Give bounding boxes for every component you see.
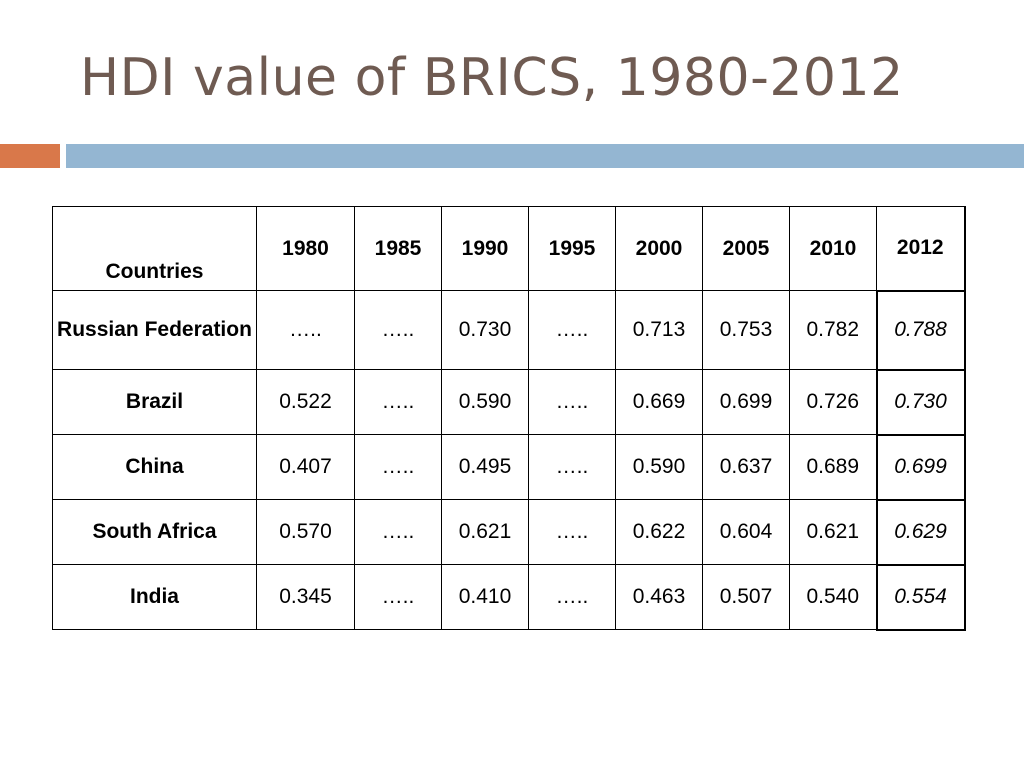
value-cell: …..: [354, 564, 442, 630]
value-cell: …..: [256, 290, 355, 370]
header-row: Countries 1980 1985 1990 1995 2000 2005 …: [52, 206, 966, 291]
value-cell: …..: [528, 434, 616, 500]
accent-bar-orange: [0, 144, 60, 168]
value-cell: 0.570: [256, 499, 355, 565]
value-cell: …..: [528, 369, 616, 435]
value-cell: 0.495: [441, 434, 529, 500]
country-cell: India: [52, 564, 257, 630]
value-cell: 0.753: [702, 290, 790, 370]
country-cell: South Africa: [52, 499, 257, 565]
value-cell: …..: [528, 499, 616, 565]
header-year-1985: 1985: [354, 206, 442, 291]
value-cell-2012: 0.730: [875, 368, 966, 436]
value-cell: 0.410: [441, 564, 529, 630]
value-cell: 0.522: [256, 369, 355, 435]
value-cell: 0.540: [789, 564, 877, 630]
value-cell: 0.689: [789, 434, 877, 500]
header-year-2010: 2010: [789, 206, 877, 291]
value-cell-2012: 0.699: [875, 433, 966, 501]
value-cell: …..: [528, 564, 616, 630]
value-cell: 0.621: [441, 499, 529, 565]
table-row-brazil: Brazil 0.522 ….. 0.590 ….. 0.669 0.699 0…: [52, 368, 966, 436]
value-cell: 0.604: [702, 499, 790, 565]
value-cell: …..: [528, 290, 616, 370]
value-cell: 0.590: [441, 369, 529, 435]
value-cell: 0.590: [615, 434, 703, 500]
value-cell: …..: [354, 290, 442, 370]
value-cell: 0.699: [702, 369, 790, 435]
hdi-table: Countries 1980 1985 1990 1995 2000 2005 …: [52, 206, 966, 631]
value-cell: 0.782: [789, 290, 877, 370]
value-cell: 0.669: [615, 369, 703, 435]
table-row-india: India 0.345 ….. 0.410 ….. 0.463 0.507 0.…: [52, 563, 966, 631]
value-cell: 0.622: [615, 499, 703, 565]
table-row-south-africa: South Africa 0.570 ….. 0.621 ….. 0.622 0…: [52, 498, 966, 566]
country-cell: China: [52, 434, 257, 500]
header-year-2012: 2012: [876, 206, 966, 291]
value-cell: …..: [354, 369, 442, 435]
value-cell: 0.463: [615, 564, 703, 630]
value-cell: …..: [354, 434, 442, 500]
accent-bar-blue: [66, 144, 1024, 168]
table-row-russia: Russian Federation ….. ….. 0.730 ….. 0.7…: [52, 289, 966, 371]
value-cell: 0.621: [789, 499, 877, 565]
value-cell: 0.345: [256, 564, 355, 630]
header-year-2000: 2000: [615, 206, 703, 291]
value-cell: 0.726: [789, 369, 877, 435]
country-cell: Russian Federation: [52, 290, 257, 370]
value-cell-2012: 0.554: [875, 563, 966, 631]
slide-title: HDI value of BRICS, 1980-2012: [80, 48, 904, 108]
header-year-1995: 1995: [528, 206, 616, 291]
header-countries: Countries: [52, 206, 257, 291]
value-cell-2012: 0.629: [875, 498, 966, 566]
table-row-china: China 0.407 ….. 0.495 ….. 0.590 0.637 0.…: [52, 433, 966, 501]
value-cell: 0.730: [441, 290, 529, 370]
value-cell: 0.637: [702, 434, 790, 500]
value-cell: 0.713: [615, 290, 703, 370]
value-cell-2012: 0.788: [875, 289, 966, 371]
header-year-2005: 2005: [702, 206, 790, 291]
value-cell: …..: [354, 499, 442, 565]
header-year-1990: 1990: [441, 206, 529, 291]
value-cell: 0.407: [256, 434, 355, 500]
value-cell: 0.507: [702, 564, 790, 630]
header-year-1980: 1980: [256, 206, 355, 291]
country-cell: Brazil: [52, 369, 257, 435]
